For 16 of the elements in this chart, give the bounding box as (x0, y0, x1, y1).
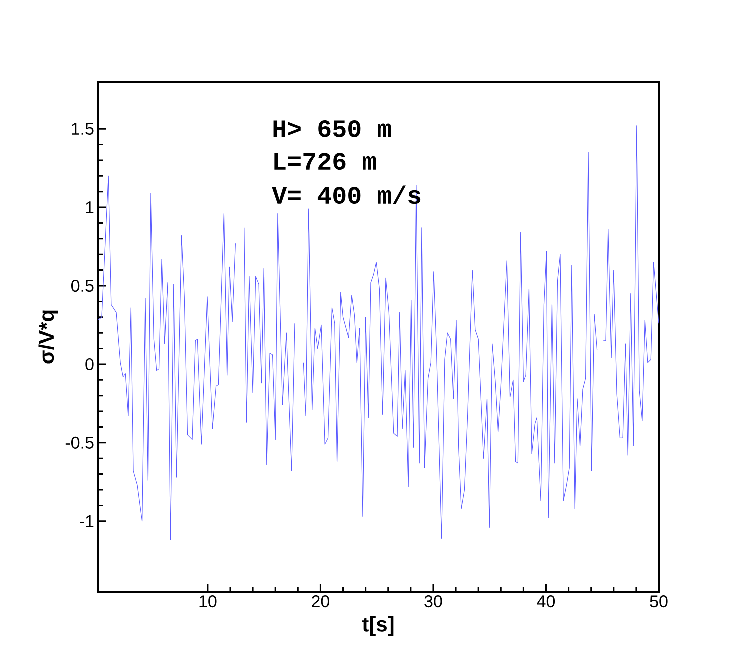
y-tick-label: -0.5 (66, 436, 94, 449)
annotation: H> 650 m (274, 120, 392, 138)
y-tick-label: 1.5 (72, 123, 94, 136)
x-tick-label: 40 (537, 596, 556, 608)
y-axis-title: σ/V*q (38, 310, 58, 364)
annotation: V= 400 m/s (272, 186, 421, 204)
x-tick-label: 50 (650, 596, 668, 608)
x-axis-title: t[s] (362, 616, 394, 636)
x-tick-label: 30 (424, 596, 442, 608)
y-tick-label: 1 (86, 202, 94, 214)
annotation: L=726 m (274, 153, 376, 170)
x-tick-label: 10 (200, 596, 217, 608)
y-tick-label: -1 (80, 516, 94, 528)
y-tick-label: 0 (86, 358, 94, 370)
x-tick-label: 20 (312, 596, 330, 608)
y-tick-label: 0.5 (71, 280, 94, 292)
